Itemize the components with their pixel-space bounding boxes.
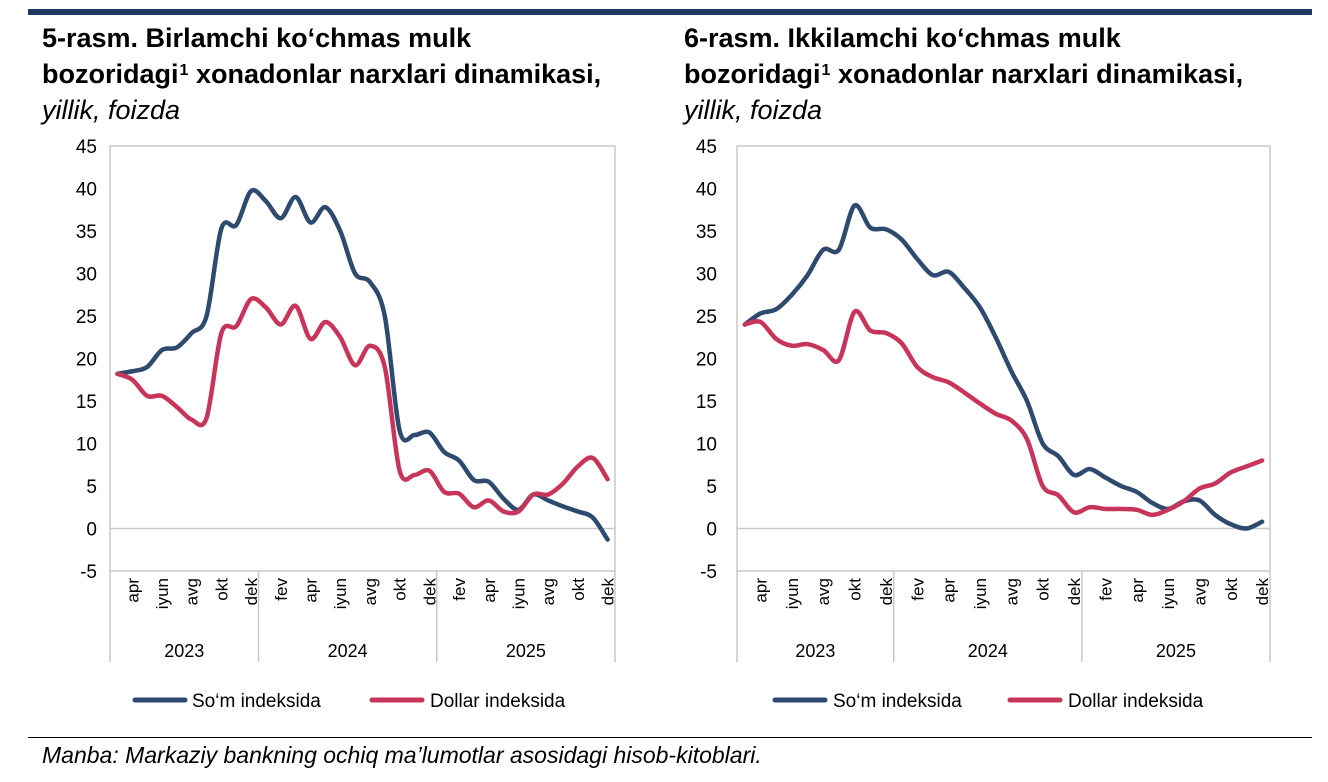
title-footnote-marker: 1 xyxy=(179,62,189,79)
month-tick-label: apr xyxy=(302,578,321,603)
y-tick-label: 10 xyxy=(696,435,717,456)
month-tick-label: dek xyxy=(242,578,261,606)
month-tick-label: avg xyxy=(183,578,202,605)
month-tick-label: apr xyxy=(752,578,771,603)
title-footnote-marker: 1 xyxy=(821,62,831,79)
chart-title-5: 5-rasm. Birlamchi ko‘chmas mulk bozorida… xyxy=(42,20,602,128)
som-series-line xyxy=(742,203,1265,531)
month-tick-label: dek xyxy=(599,578,618,606)
plot-area xyxy=(736,145,1271,572)
y-tick-label: 25 xyxy=(76,307,97,328)
month-tick-label: okt xyxy=(569,578,588,601)
year-label: 2024 xyxy=(328,641,368,661)
footer-divider xyxy=(28,737,1312,738)
title-main-text: 5-rasm. Birlamchi ko‘chmas mulk bozorida… xyxy=(42,23,472,89)
month-tick-label: iyun xyxy=(783,578,802,609)
month-tick-label: avg xyxy=(814,578,833,605)
month-tick-label: okt xyxy=(1034,578,1053,601)
y-tick-label: 0 xyxy=(86,520,97,541)
month-tick-label: dek xyxy=(1065,578,1084,606)
year-label: 2025 xyxy=(506,641,546,661)
month-tick-label: apr xyxy=(123,578,142,603)
y-tick-label: 45 xyxy=(76,137,97,158)
title-rest-text: xonadonlar narxlari dinamikasi, xyxy=(188,59,602,89)
y-tick-label: 40 xyxy=(696,180,717,201)
month-tick-label: avg xyxy=(361,578,380,605)
y-tick-label: -5 xyxy=(80,562,97,583)
y-tick-label: 15 xyxy=(696,392,717,413)
month-tick-label: okt xyxy=(212,578,231,601)
y-tick-label: 10 xyxy=(76,435,97,456)
month-tick-label: apr xyxy=(480,578,499,603)
month-tick-label: fev xyxy=(908,578,927,601)
month-tick-label: dek xyxy=(1253,578,1272,606)
legend-label: So‘m indeksida xyxy=(833,691,962,712)
month-tick-label: avg xyxy=(1190,578,1209,605)
month-tick-label: avg xyxy=(1002,578,1021,605)
title-unit-text: yillik, foizda xyxy=(42,95,181,125)
year-label: 2025 xyxy=(1156,641,1196,661)
month-tick-label: avg xyxy=(539,578,558,605)
y-tick-label: -5 xyxy=(700,562,717,583)
y-tick-label: 15 xyxy=(76,392,97,413)
month-tick-label: apr xyxy=(1128,578,1147,603)
month-tick-label: dek xyxy=(877,578,896,606)
legend-label: So‘m indeksida xyxy=(192,691,321,712)
y-tick-label: 0 xyxy=(706,520,717,541)
month-tick-label: okt xyxy=(846,578,865,601)
year-label: 2023 xyxy=(795,641,835,661)
month-tick-label: iyun xyxy=(153,578,172,609)
month-tick-label: okt xyxy=(1222,578,1241,601)
title-main-text: 6-rasm. Ikkilamchi ko‘chmas mulk bozorid… xyxy=(684,23,1121,89)
month-tick-label: iyun xyxy=(331,578,350,609)
dollar-series-line xyxy=(742,308,1265,518)
y-tick-label: 35 xyxy=(76,222,97,243)
y-tick-label: 35 xyxy=(696,222,717,243)
title-unit-text: yillik, foizda xyxy=(684,95,823,125)
month-tick-label: iyun xyxy=(509,578,528,609)
chart-title-6: 6-rasm. Ikkilamchi ko‘chmas mulk bozorid… xyxy=(684,20,1244,128)
y-tick-label: 5 xyxy=(86,477,97,498)
plot-area xyxy=(109,145,616,572)
month-tick-label: iyun xyxy=(971,578,990,609)
month-tick-label: fev xyxy=(450,578,469,601)
year-label: 2023 xyxy=(164,641,204,661)
month-tick-label: iyun xyxy=(1159,578,1178,609)
y-tick-label: 25 xyxy=(696,307,717,328)
y-tick-label: 40 xyxy=(76,180,97,201)
dollar-series-line xyxy=(115,296,610,516)
top-accent-bar xyxy=(28,9,1312,15)
y-tick-label: 5 xyxy=(706,477,717,498)
month-tick-label: okt xyxy=(391,578,410,601)
legend-label: Dollar indeksida xyxy=(1068,691,1204,712)
y-tick-label: 45 xyxy=(696,137,717,158)
y-tick-label: 20 xyxy=(76,350,97,371)
source-note: Manba: Markaziy bankning ochiq ma’lumotl… xyxy=(42,742,762,768)
year-label: 2024 xyxy=(968,641,1008,661)
y-tick-label: 30 xyxy=(76,265,97,286)
month-tick-label: dek xyxy=(420,578,439,606)
y-tick-label: 30 xyxy=(696,265,717,286)
legend-label: Dollar indeksida xyxy=(430,691,566,712)
month-tick-label: fev xyxy=(272,578,291,601)
y-tick-label: 20 xyxy=(696,350,717,371)
title-rest-text: xonadonlar narxlari dinamikasi, xyxy=(830,59,1244,89)
month-tick-label: apr xyxy=(940,578,959,603)
month-tick-label: fev xyxy=(1096,578,1115,601)
